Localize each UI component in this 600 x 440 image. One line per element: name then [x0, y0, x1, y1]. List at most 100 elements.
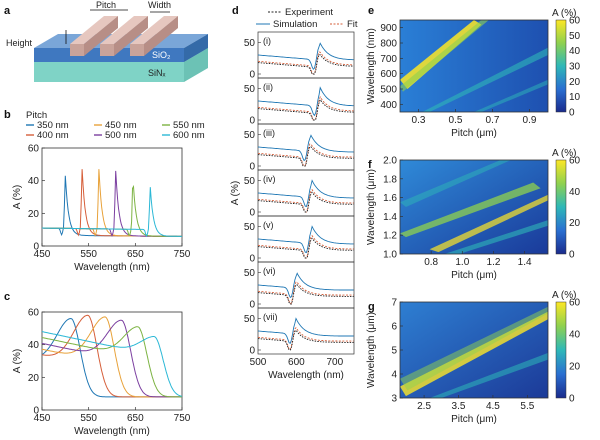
- panel-b-letter: b: [4, 109, 11, 121]
- y-axis-label: Wavelength (μm): [366, 312, 377, 388]
- series-line: [41, 331, 183, 397]
- y-tick-label: 0: [33, 242, 39, 253]
- panel-a: a Pitch Width Height SiO₂ S: [4, 0, 208, 82]
- sio2-label: SiO₂: [152, 50, 171, 60]
- absorption-band: [474, 79, 548, 112]
- y-tick-label: 0: [249, 254, 255, 265]
- y-tick-label: 0: [249, 70, 255, 81]
- x-tick-label: 650: [127, 249, 144, 260]
- x-tick-label: 1.2: [487, 257, 501, 268]
- y-tick-label: 50: [244, 84, 256, 95]
- plot-c: 450 550 650 750 0 20 40 60 Wavelength (nm) A (%): [12, 308, 191, 438]
- x-axis-label: Pitch (μm): [451, 128, 497, 139]
- y-tick-label: 0: [249, 162, 255, 173]
- series-line: [257, 143, 354, 167]
- heatmap-f: 0.8 1.0 1.2 1.4 1.0 1.2 1.4 1.6 1.8 2.0 Pitch (μm)…: [366, 148, 581, 281]
- absorption-band: [400, 160, 511, 207]
- subplot-frame: [257, 31, 355, 79]
- y-tick-label: 1.8: [383, 174, 397, 185]
- x-tick-label: 0.3: [412, 115, 426, 126]
- x-tick-label: 550: [80, 413, 97, 424]
- x-tick-label: 3.5: [452, 401, 466, 412]
- series-line: [257, 189, 354, 213]
- colorbar-tick-label: 10: [569, 92, 581, 103]
- series-line: [257, 134, 354, 162]
- x-tick-label: 1.4: [518, 257, 532, 268]
- y-tick-label: 0: [249, 346, 255, 357]
- y-tick-label: 4: [391, 370, 397, 381]
- y-axis-label: A (%): [230, 181, 241, 205]
- x-tick-label: 0.7: [486, 115, 500, 126]
- series-line: [257, 225, 354, 254]
- y-tick-label: 50: [244, 130, 256, 141]
- series-line: [257, 86, 354, 117]
- series-line: [257, 191, 354, 213]
- colorbar-tick-label: 30: [569, 62, 581, 73]
- legend-entry: Experiment: [285, 7, 333, 18]
- panel-f: f 0.8 1.0 1.2 1.4 1.0 1.2 1.4 1.6 1.8 2.0 Pitch (μ…: [366, 148, 581, 281]
- panel-f-letter: f: [368, 159, 372, 171]
- panel-g: g 2.5 3.5 4.5 5.5 3 4 5 6 7 Pitch (μm) Wavelength …: [366, 290, 581, 425]
- x-tick-label: 500: [250, 357, 267, 368]
- x-axis-label: Wavelength (nm): [74, 262, 150, 273]
- y-tick-label: 500: [380, 85, 397, 96]
- series-line: [42, 169, 182, 237]
- y-tick-label: 2.0: [383, 156, 397, 167]
- y-tick-label: 20: [28, 373, 40, 384]
- colorbar-tick-label: 0: [569, 108, 575, 119]
- subplot-label: (ii): [263, 82, 273, 92]
- series-line: [257, 179, 354, 208]
- legend-entry: Simulation: [273, 19, 317, 30]
- series-line: [41, 317, 182, 398]
- colorbar-title: A (%): [552, 8, 576, 19]
- colorbar-title: A (%): [552, 148, 576, 159]
- panel-e-letter: e: [368, 5, 374, 17]
- x-tick-label: 550: [80, 249, 97, 260]
- y-tick-label: 50: [244, 268, 256, 279]
- subplot-label: (v): [263, 220, 274, 230]
- x-tick-label: 450: [34, 413, 51, 424]
- legend-entry: 600 nm: [173, 130, 205, 141]
- series-line: [257, 272, 354, 299]
- panel-d-letter: d: [232, 5, 239, 17]
- x-tick-label: 600: [288, 357, 305, 368]
- series-line: [41, 319, 182, 398]
- x-tick-label: 4.5: [486, 401, 500, 412]
- y-tick-label: 50: [244, 176, 256, 187]
- absorption-band: [444, 220, 548, 254]
- colorbar-tick-label: 40: [569, 330, 581, 341]
- x-tick-label: 2.5: [417, 401, 431, 412]
- y-tick-label: 0: [249, 208, 255, 219]
- colorbar-tick-label: 20: [569, 362, 581, 373]
- y-tick-label: 0: [249, 116, 255, 127]
- y-tick-label: 6: [391, 322, 397, 333]
- y-axis-label: A (%): [12, 185, 23, 209]
- subplot-label: (vii): [263, 312, 278, 322]
- series-line: [257, 327, 354, 351]
- colorbar-tick-label: 60: [569, 298, 581, 309]
- sio2-side: [184, 34, 208, 62]
- y-tick-label: 20: [28, 209, 40, 220]
- absorption-band: [400, 306, 548, 391]
- plot-frame: [41, 147, 183, 247]
- absorption-band: [429, 352, 548, 398]
- subplot-label: (i): [263, 36, 271, 46]
- colorbar-title: A (%): [552, 290, 576, 301]
- x-axis-label: Wavelength (nm): [268, 370, 344, 381]
- colorbar: [555, 159, 567, 255]
- y-tick-label: 50: [244, 314, 256, 325]
- x-tick-label: 1.0: [455, 257, 469, 268]
- y-tick-label: 60: [28, 144, 40, 155]
- plot-d: (i)050(ii)050(iii)050(iv)050(v)050(vi)05…: [230, 31, 355, 381]
- y-tick-label: 800: [380, 39, 397, 50]
- legend-entry: 550 nm: [173, 120, 205, 131]
- series-line: [257, 146, 354, 167]
- x-axis-label: Pitch (μm): [451, 270, 497, 281]
- y-tick-label: 5: [391, 346, 397, 357]
- x-axis-label: Pitch (μm): [451, 414, 497, 425]
- y-tick-label: 50: [244, 38, 256, 49]
